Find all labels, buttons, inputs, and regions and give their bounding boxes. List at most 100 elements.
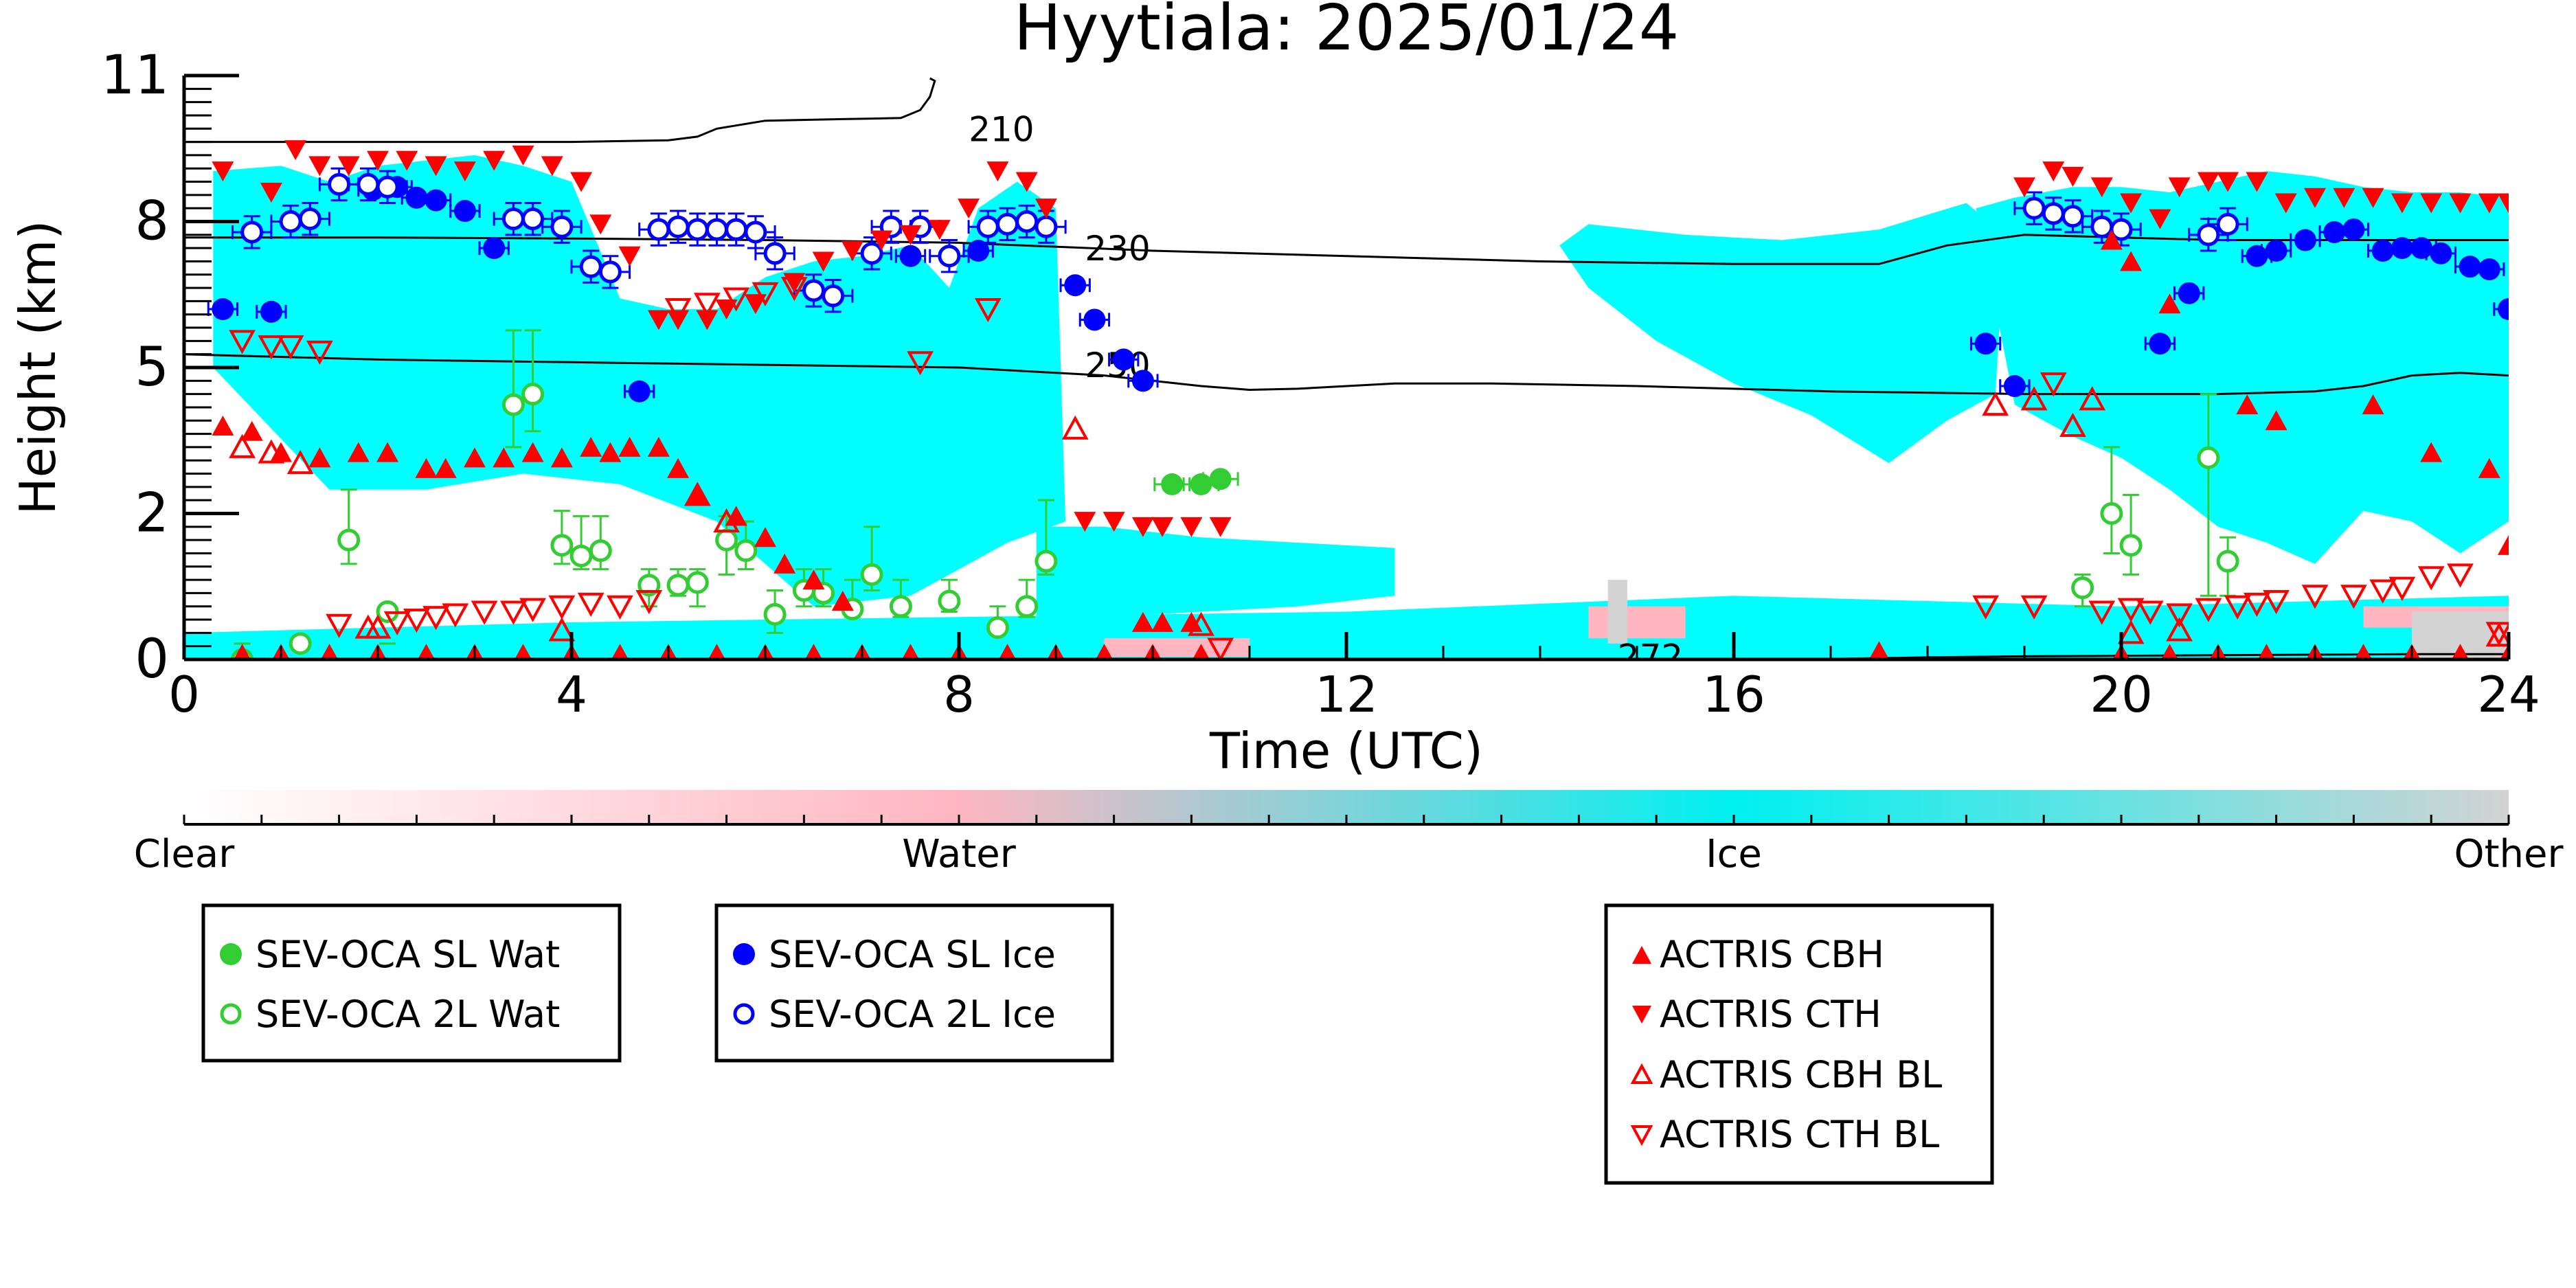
actris-cth-point	[715, 300, 738, 319]
sev-oca-2l-ice-point	[357, 172, 380, 196]
actris-cth-point	[958, 199, 980, 219]
legend-marker-sl-ice	[733, 943, 755, 965]
legend-label-cbh: ACTRIS CBH	[1660, 933, 1884, 976]
sev-oca-2l-wat-point	[715, 528, 738, 552]
actris-cth-point	[2090, 177, 2113, 198]
actris-cbh-point	[2257, 644, 2276, 659]
sev-oca-sl-wat-point	[1190, 473, 1212, 495]
actris-cth-point	[589, 214, 612, 235]
actris-cth-point	[2333, 188, 2355, 208]
actris-cth-point	[308, 156, 331, 177]
sev-oca-sl-ice-point	[483, 237, 506, 260]
actris-cth-point	[618, 246, 641, 267]
sev-oca-2l-wat-point	[337, 528, 361, 552]
actris-cth-point	[2391, 193, 2413, 214]
x-tick-label: 24	[2477, 666, 2540, 723]
actris-cbh-point	[998, 644, 1017, 659]
actris-cbh-point	[831, 591, 854, 611]
actris-cth-bl-point	[2088, 600, 2116, 625]
actris-cth-point	[2478, 193, 2500, 214]
actris-cth-point	[541, 156, 563, 177]
ice-region	[1976, 171, 2509, 564]
actris-cbh-point	[514, 644, 532, 659]
sev-oca-2l-wat-point	[666, 574, 690, 597]
sev-oca-2l-wat-point	[2071, 576, 2094, 600]
actris-cbh-bl-point	[1061, 415, 1089, 440]
actris-cbh-point	[1151, 611, 1174, 632]
sev-oca-2l-wat-point	[550, 534, 574, 557]
y-axis-label: Height (km)	[9, 221, 67, 515]
chart-title: Hyytiala: 2025/01/24	[1014, 0, 1680, 65]
sev-oca-sl-ice-point	[260, 300, 282, 323]
y-tick-label: 2	[135, 483, 169, 545]
actris-cth-bl-point	[2166, 603, 2193, 628]
colorbar-label-other: Other	[2454, 832, 2564, 877]
actris-cth-point	[1035, 199, 1057, 219]
data-markers	[212, 140, 2509, 659]
actris-cth-bl-point	[780, 277, 808, 302]
legend-marker-sl-wat	[220, 943, 242, 965]
actris-cth-bl-point	[471, 600, 498, 625]
sev-oca-sl-ice-point	[2478, 258, 2500, 281]
actris-cth-bl-point	[607, 595, 633, 620]
other-region	[1607, 580, 1627, 644]
contour-label-272: 272	[1618, 637, 1683, 677]
actris-cth-point	[2304, 188, 2326, 208]
actris-cth-bl-point	[974, 298, 1002, 323]
actris-cth-bl-point	[519, 598, 546, 622]
actris-cth-point	[1131, 517, 1154, 537]
actris-cbh-point	[212, 416, 234, 436]
actris-cth-bl-point	[577, 592, 605, 618]
actris-cbh-point	[2500, 644, 2509, 659]
actris-cth-point	[2420, 193, 2443, 214]
sev-oca-2l-ice-point	[763, 242, 787, 265]
actris-cth-bl-point	[664, 298, 692, 323]
actris-cth-bl-point	[2485, 622, 2509, 646]
sev-oca-2l-wat-point	[637, 574, 661, 597]
sev-oca-2l-ice-point	[376, 175, 399, 199]
sev-oca-2l-ice-point	[2061, 205, 2084, 228]
actris-cth-bl-point	[1972, 595, 1999, 620]
actris-cth-bl-point	[383, 611, 411, 636]
sev-oca-2l-wat-point	[2216, 550, 2239, 573]
actris-cbh-point	[667, 457, 690, 478]
actris-cth-point	[337, 156, 360, 177]
actris-cth-bl-point	[723, 287, 750, 312]
sev-oca-2l-ice-point	[2022, 196, 2046, 220]
legend-label-cth: ACTRIS CTH	[1660, 993, 1882, 1036]
actris-cth-point	[453, 161, 476, 182]
sev-oca-2l-wat-point	[860, 563, 883, 586]
sev-oca-2l-ice-point	[1035, 215, 1058, 238]
sev-oca-2l-ice-point	[822, 284, 845, 308]
actris-cbh-bl-point	[1982, 391, 2009, 416]
actris-cbh-point	[2265, 410, 2287, 431]
actris-cth-point	[986, 161, 1009, 182]
actris-cth-point	[367, 150, 389, 171]
sev-oca-2l-ice-point	[521, 207, 545, 231]
sev-oca-sl-ice-point	[2246, 245, 2268, 267]
actris-cbh-point	[464, 447, 486, 468]
actris-cbh-point	[415, 457, 438, 478]
actris-cth-point	[2168, 177, 2191, 198]
actris-cth-point	[2120, 193, 2143, 214]
actris-cbh-point	[901, 644, 920, 659]
actris-cth-bl-point	[229, 330, 256, 354]
actris-cbh-point	[773, 553, 796, 574]
sev-oca-sl-ice-point	[405, 186, 428, 209]
sev-oca-sl-ice-point	[2294, 229, 2316, 251]
actris-cbh-point	[802, 569, 825, 590]
actris-cth-point	[1015, 172, 1038, 192]
x-tick-label: 12	[1315, 666, 1378, 723]
sev-oca-sl-ice-point	[2003, 375, 2026, 398]
actris-cbh-point	[2160, 644, 2179, 659]
actris-cbh-point	[686, 484, 709, 505]
sev-oca-sl-ice-point	[2459, 256, 2481, 278]
actris-cbh-bl-point	[364, 614, 392, 639]
actris-cbh-point	[2354, 644, 2373, 659]
actris-cth-point	[696, 310, 719, 330]
actris-cbh-point	[417, 644, 436, 659]
sev-oca-sl-ice-point	[2391, 237, 2413, 260]
actris-cbh-bl-point	[2059, 412, 2086, 437]
contour-label-210: 210	[969, 109, 1034, 149]
actris-cth-bl-point	[2340, 585, 2367, 609]
